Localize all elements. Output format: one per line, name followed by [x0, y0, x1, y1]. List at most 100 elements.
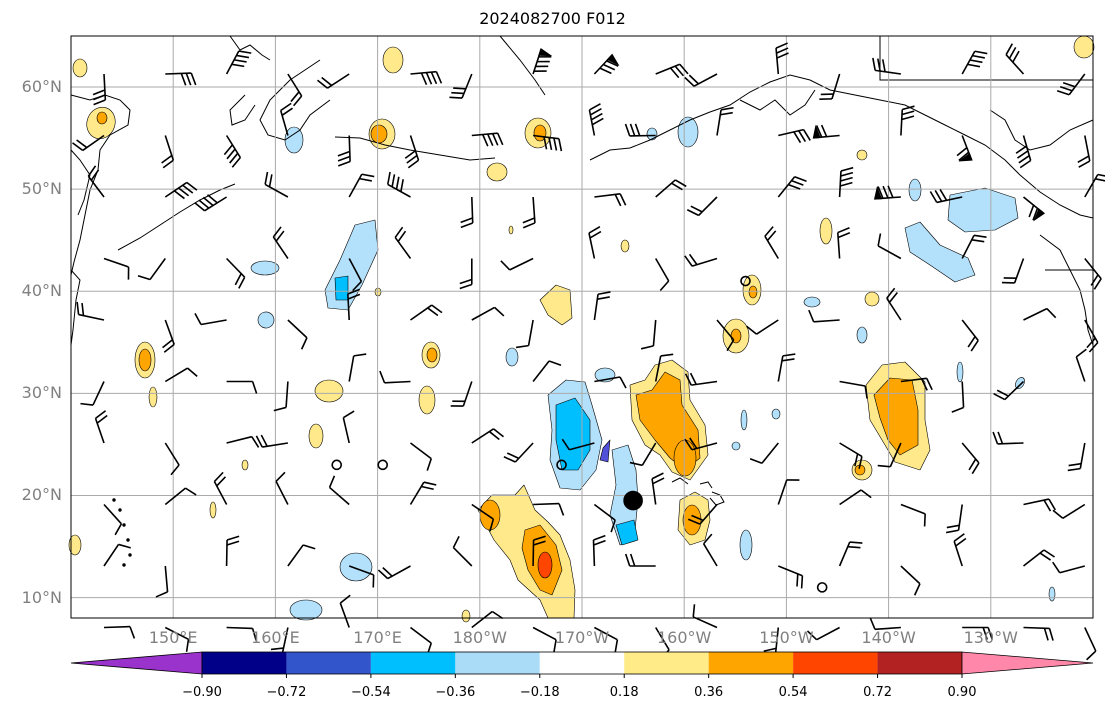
- barb-staff: [92, 381, 105, 406]
- coastline: [70, 94, 131, 276]
- barb-feather: [500, 260, 511, 271]
- barb-feather: [939, 189, 948, 201]
- barb-feather: [781, 358, 795, 362]
- anomaly-contour: [537, 551, 553, 579]
- barb-feather: [460, 222, 473, 229]
- barb-staff: [1084, 627, 1097, 652]
- barb-staff: [1013, 258, 1025, 284]
- wind-barb: [342, 410, 355, 444]
- barb-feather: [302, 544, 316, 550]
- barb-feather: [251, 436, 260, 448]
- colorbar-segment: [286, 652, 371, 674]
- anomaly-contour: [209, 501, 217, 519]
- wind-barb: [651, 472, 665, 505]
- barb-feather: [533, 540, 546, 546]
- wind-barb: [500, 257, 534, 271]
- barb-staff: [394, 236, 412, 259]
- barb-feather: [1052, 561, 1061, 574]
- barb-staff: [471, 428, 495, 444]
- barb-feather: [95, 410, 107, 420]
- barb-staff: [716, 109, 722, 136]
- barb-feather: [93, 94, 106, 101]
- barb-staff: [756, 319, 779, 335]
- wind-barb: [226, 435, 260, 448]
- barb-feather: [234, 273, 242, 286]
- barb-staff: [348, 258, 363, 282]
- barb-feather: [597, 296, 610, 300]
- barb-staff: [471, 306, 495, 321]
- barb-feather: [162, 159, 174, 169]
- wind-barb: [839, 442, 863, 469]
- barb-feather: [238, 50, 252, 54]
- anomaly-contour: [284, 126, 304, 154]
- latitude-label: 40°N: [21, 281, 62, 301]
- barb-staff: [1023, 549, 1045, 567]
- wind-barb: [684, 437, 718, 451]
- barb-staff: [1062, 503, 1086, 519]
- barb-staff: [164, 626, 189, 641]
- barb-feather: [791, 179, 804, 186]
- barb-feather: [967, 63, 981, 68]
- colorbar-segment: [455, 652, 540, 674]
- wind-barb: [76, 301, 105, 321]
- wind-barb: [410, 442, 433, 471]
- wind-barb: [452, 535, 473, 567]
- barb-feather: [404, 150, 416, 159]
- anomaly-contour: [138, 348, 152, 372]
- island-dot: [122, 563, 126, 567]
- wind-barb: [702, 533, 718, 567]
- barb-feather: [1095, 178, 1105, 183]
- barb-staff: [716, 319, 735, 341]
- anomaly-contour: [505, 347, 519, 367]
- wind-barb: [869, 617, 901, 631]
- barb-staff: [410, 442, 432, 460]
- barb-feather: [534, 70, 547, 72]
- barb-staff: [997, 442, 1024, 445]
- barb-feather: [864, 385, 868, 399]
- wind-barb: [1084, 173, 1105, 198]
- wind-barb: [655, 63, 689, 79]
- barb-staff: [226, 435, 253, 444]
- wind-barb: [264, 171, 289, 198]
- barb-staff: [471, 196, 474, 224]
- barb-feather: [275, 471, 286, 482]
- wind-barb: [471, 428, 504, 444]
- wind-barb: [87, 165, 105, 198]
- coastline: [70, 269, 81, 346]
- wind-barb: [1084, 627, 1097, 661]
- barb-feather: [535, 65, 549, 68]
- wind-barb: [624, 553, 656, 567]
- barb-feather: [395, 176, 400, 190]
- wind-barb: [164, 442, 180, 476]
- anomaly-contour: [908, 178, 922, 202]
- barb-staff: [592, 539, 596, 567]
- barb-staff: [461, 73, 473, 99]
- wind-barb: [746, 319, 779, 335]
- wind-barb: [272, 226, 289, 259]
- barb-feather: [226, 540, 240, 546]
- wind-barb: [287, 544, 316, 567]
- barb-staff: [961, 442, 980, 464]
- barb-feather: [180, 73, 187, 86]
- barb-feather: [629, 553, 636, 567]
- barb-staff: [348, 565, 374, 576]
- colorbar-tick-label: 0.72: [863, 685, 893, 700]
- barb-staff: [1059, 565, 1086, 574]
- anomaly-contour: [539, 284, 573, 326]
- barb-feather: [946, 524, 960, 529]
- wind-barb: [533, 134, 563, 152]
- barb-staff: [838, 541, 851, 567]
- wind-barb: [594, 376, 627, 389]
- barb-feather: [537, 60, 550, 63]
- map-frame: [70, 35, 1094, 619]
- barb-feather: [1008, 46, 1017, 59]
- barb-staff: [1023, 307, 1048, 321]
- barb-feather: [194, 313, 202, 325]
- anomaly-contour: [1015, 377, 1025, 389]
- colorbar-segment: [793, 652, 878, 674]
- wind-barb: [1077, 135, 1091, 168]
- barb-feather: [493, 428, 504, 438]
- latitude-label: 50°N: [21, 179, 62, 199]
- barb-feather: [1068, 462, 1082, 467]
- barb-feather: [236, 54, 250, 59]
